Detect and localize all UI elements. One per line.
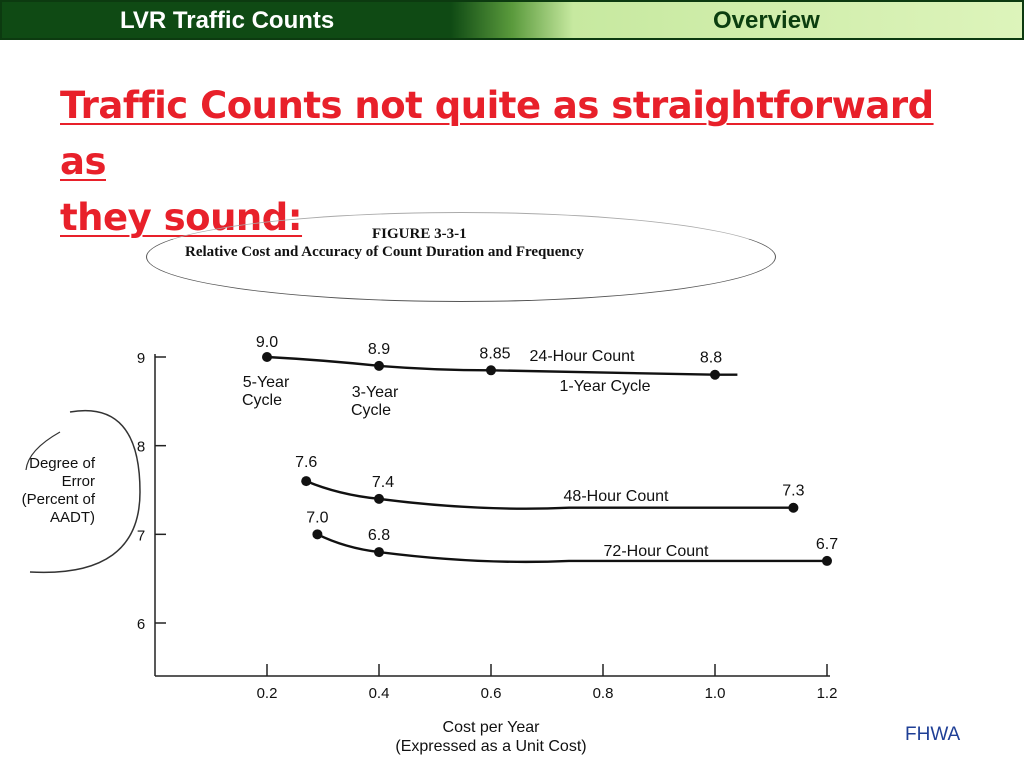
data-label: 8.85 [479, 345, 510, 362]
y-tick-label: 6 [137, 616, 145, 633]
slide-title: Traffic Counts not quite as straightforw… [60, 78, 960, 246]
series-name-label: 24-Hour Count [530, 348, 636, 365]
cycle-annotation: Cycle [351, 402, 391, 419]
data-point [301, 476, 312, 487]
data-point [822, 555, 832, 566]
data-label: 8.8 [700, 350, 722, 367]
source-note: FHWA [905, 724, 961, 745]
y-axis-label-line: Degree of [29, 455, 96, 472]
figure-caption: Relative Cost and Accuracy of Count Dura… [185, 244, 584, 260]
ylabel-ellipse [29, 410, 141, 574]
header-section-label: Overview [713, 7, 820, 34]
y-axis-label-line: AADT) [50, 509, 95, 526]
x-axis-sublabel: (Expressed as a Unit Cost) [395, 738, 586, 755]
data-label: 7.3 [782, 483, 804, 500]
header-title: LVR Traffic Counts [120, 7, 335, 34]
series-name-label: 48-Hour Count [564, 488, 670, 505]
x-tick-label: 0.4 [369, 685, 390, 702]
x-tick-label: 1.0 [705, 685, 726, 702]
data-point [788, 502, 799, 513]
axes: 6 7 8 9 0.2 0.4 0.6 0.8 1.0 1.2 [137, 350, 838, 702]
data-label: 8.9 [368, 341, 390, 358]
data-label: 7.0 [306, 509, 328, 526]
x-axis-label: Cost per Year [443, 719, 541, 736]
series-line [305, 480, 794, 510]
ylabel-ellipse-left [25, 431, 61, 471]
y-tick-label: 7 [137, 527, 145, 544]
cycle-annotation: 1-Year Cycle [559, 378, 650, 395]
data-label: 7.4 [372, 474, 394, 491]
x-tick-label: 0.8 [593, 685, 614, 702]
data-point [262, 352, 272, 362]
y-tick-label: 9 [137, 350, 145, 367]
data-point [374, 547, 384, 558]
cycle-annotation: 3-Year [352, 384, 399, 401]
slide-title-line-1: Traffic Counts not quite as straightforw… [60, 84, 934, 183]
series [262, 352, 832, 566]
data-point [312, 529, 323, 540]
y-tick-label: 8 [137, 439, 145, 456]
figure-title-ellipse [146, 212, 776, 302]
data-point [374, 493, 384, 504]
header-bar: LVR Traffic Counts Overview [0, 0, 1024, 40]
y-axis-label-line: (Percent of [22, 491, 96, 508]
data-label: 6.7 [816, 536, 838, 553]
figure-number: FIGURE 3-3-1 [372, 226, 467, 242]
series-line [316, 533, 827, 564]
data-label: 7.6 [295, 454, 317, 471]
data-label: 9.0 [256, 334, 278, 351]
data-point [710, 369, 720, 380]
x-tick-label: 0.2 [257, 685, 278, 702]
y-axis-label-line: Error [62, 473, 95, 490]
series-name-label: 72-Hour Count [604, 543, 710, 560]
x-tick-label: 0.6 [481, 685, 502, 702]
x-tick-label: 1.2 [817, 685, 838, 702]
chart-labels: Cost per Year (Expressed as a Unit Cost) D… [22, 334, 839, 755]
cycle-annotation: 5-Year [243, 374, 290, 391]
data-point [486, 365, 496, 376]
cycle-annotation: Cycle [242, 392, 282, 409]
data-point [374, 360, 384, 371]
data-label: 6.8 [368, 527, 390, 544]
